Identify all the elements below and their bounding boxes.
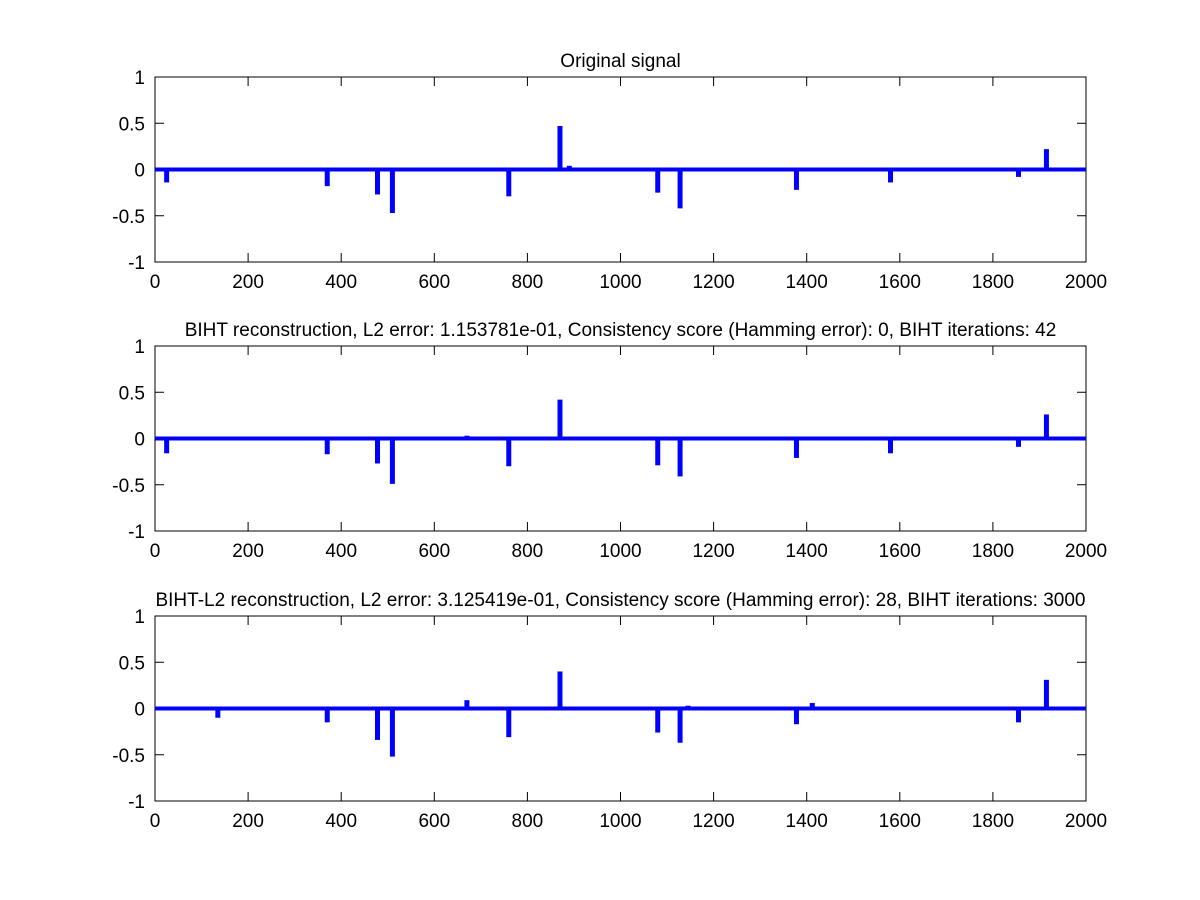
- y-tick-label: 0.5: [119, 114, 145, 135]
- subplot-2: BIHT reconstruction, L2 error: 1.153781e…: [112, 320, 1107, 562]
- x-tick-label: 1200: [692, 811, 734, 832]
- chart-title: BIHT-L2 reconstruction, L2 error: 3.1254…: [155, 590, 1085, 611]
- x-tick-label: 1400: [786, 272, 828, 293]
- x-tick-label: 400: [325, 541, 357, 562]
- y-tick-label: 0: [134, 161, 145, 182]
- x-tick-label: 1000: [599, 811, 641, 832]
- x-tick-label: 200: [232, 541, 264, 562]
- x-tick-label: 0: [150, 272, 161, 293]
- x-tick-label: 1600: [879, 272, 921, 293]
- y-tick-label: 0.5: [119, 653, 145, 674]
- x-tick-label: 1200: [692, 541, 734, 562]
- y-tick-label: -0.5: [112, 476, 145, 497]
- x-tick-label: 1800: [972, 272, 1014, 293]
- x-tick-label: 1400: [786, 541, 828, 562]
- subplot-1: Original signal 0 200 400 600 800 1000 1200 1400…: [112, 51, 1107, 293]
- x-tick-label: 2000: [1065, 272, 1107, 293]
- chart-title: BIHT reconstruction, L2 error: 1.153781e…: [185, 320, 1057, 341]
- chart-title: Original signal: [560, 51, 680, 72]
- x-tick-label: 1600: [879, 541, 921, 562]
- x-tick-label: 1200: [692, 272, 734, 293]
- x-tick-label: 1800: [972, 541, 1014, 562]
- x-tick-label: 800: [512, 272, 544, 293]
- x-tick-label: 1600: [879, 811, 921, 832]
- y-tick-label: -0.5: [112, 746, 145, 767]
- x-tick-label: 1000: [599, 272, 641, 293]
- x-tick-label: 600: [418, 272, 450, 293]
- subplot-3: BIHT-L2 reconstruction, L2 error: 3.1254…: [112, 590, 1107, 832]
- y-tick-label: 0: [134, 700, 145, 721]
- y-tick-label: 1: [134, 337, 145, 358]
- x-tick-label: 1800: [972, 811, 1014, 832]
- x-tick-label: 400: [325, 811, 357, 832]
- x-tick-label: 600: [418, 541, 450, 562]
- x-tick-label: 200: [232, 272, 264, 293]
- x-tick-label: 1400: [786, 811, 828, 832]
- y-tick-label: -1: [128, 253, 145, 274]
- y-tick-label: 1: [134, 68, 145, 89]
- x-tick-label: 2000: [1065, 541, 1107, 562]
- x-tick-label: 200: [232, 811, 264, 832]
- x-tick-label: 1000: [599, 541, 641, 562]
- x-tick-label: 2000: [1065, 811, 1107, 832]
- y-tick-label: -1: [128, 792, 145, 813]
- x-tick-label: 800: [512, 811, 544, 832]
- y-tick-label: 1: [134, 607, 145, 628]
- x-tick-label: 600: [418, 811, 450, 832]
- y-tick-label: 0: [134, 430, 145, 451]
- x-tick-label: 0: [150, 811, 161, 832]
- x-tick-label: 800: [512, 541, 544, 562]
- y-tick-label: -1: [128, 522, 145, 543]
- y-tick-label: 0.5: [119, 383, 145, 404]
- x-tick-label: 0: [150, 541, 161, 562]
- x-tick-label: 400: [325, 272, 357, 293]
- y-tick-label: -0.5: [112, 207, 145, 228]
